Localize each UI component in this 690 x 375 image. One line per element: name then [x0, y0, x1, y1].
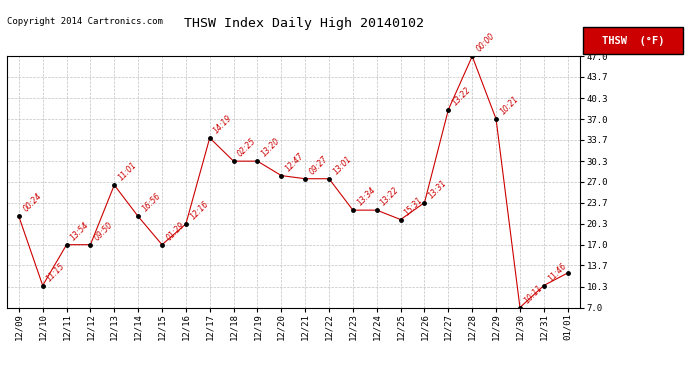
- Text: 13:54: 13:54: [69, 220, 91, 242]
- Text: 12:47: 12:47: [284, 151, 306, 173]
- Text: 11:15: 11:15: [45, 261, 67, 283]
- Text: 01:29: 01:29: [164, 220, 186, 242]
- Text: 00:00: 00:00: [475, 32, 497, 54]
- Text: 15:31: 15:31: [403, 195, 425, 217]
- Text: 09:27: 09:27: [308, 154, 330, 176]
- Text: 14:19: 14:19: [212, 113, 234, 135]
- Text: 13:01: 13:01: [331, 154, 353, 176]
- Text: Copyright 2014 Cartronics.com: Copyright 2014 Cartronics.com: [7, 17, 163, 26]
- Text: 16:56: 16:56: [141, 192, 163, 214]
- Text: 00:24: 00:24: [21, 192, 43, 214]
- Text: 13:31: 13:31: [427, 178, 449, 200]
- Text: 13:20: 13:20: [260, 136, 282, 159]
- Text: 10:11: 10:11: [522, 283, 544, 305]
- Text: 13:34: 13:34: [355, 186, 377, 208]
- Text: 11:46: 11:46: [546, 261, 568, 283]
- Text: THSW Index Daily High 20140102: THSW Index Daily High 20140102: [184, 17, 424, 30]
- Text: 02:25: 02:25: [236, 136, 258, 159]
- Text: 10:21: 10:21: [498, 94, 520, 117]
- Text: 11:01: 11:01: [117, 160, 139, 183]
- Text: THSW  (°F): THSW (°F): [602, 36, 664, 46]
- Text: 12:16: 12:16: [188, 200, 210, 222]
- Text: 13:22: 13:22: [451, 85, 473, 107]
- Text: 09:50: 09:50: [92, 220, 115, 242]
- Text: 13:22: 13:22: [380, 186, 401, 208]
